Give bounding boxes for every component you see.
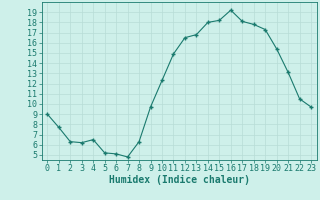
X-axis label: Humidex (Indice chaleur): Humidex (Indice chaleur) (109, 175, 250, 185)
